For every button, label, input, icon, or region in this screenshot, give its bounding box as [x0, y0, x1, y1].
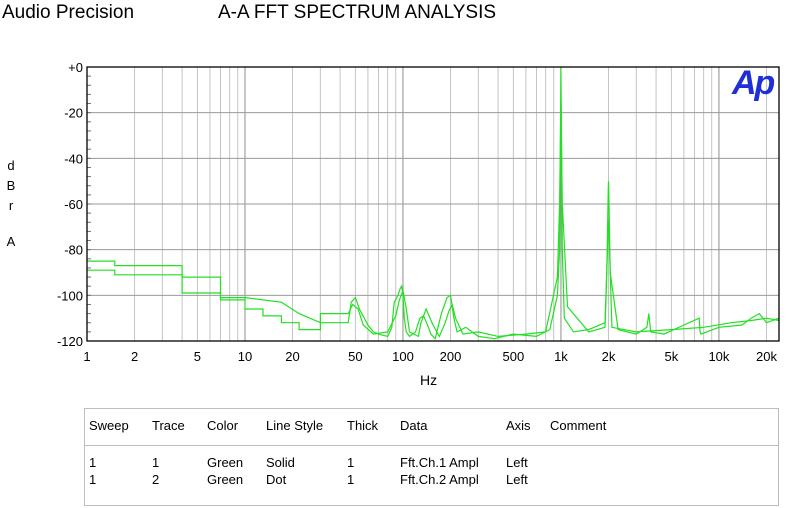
legend-cell-thick: 1 [347, 472, 355, 487]
legend-cell-sweep: 1 [89, 455, 97, 470]
x-tick-label: 1k [554, 349, 568, 364]
legend-cell-line-style: Dot [266, 472, 287, 487]
ylabel-char-1: d [7, 158, 15, 173]
x-tick-label: 10k [708, 349, 729, 364]
y-tick-label: -80 [64, 243, 83, 258]
x-tick-label: 2 [131, 349, 138, 364]
series-line [87, 98, 780, 338]
legend-cell-thick: 1 [347, 455, 355, 470]
legend-row: 1 1 Green Solid 1 Fft.Ch.1 Ampl Left [85, 455, 778, 472]
legend-cell-axis: Left [506, 455, 528, 470]
x-tick-label: 20 [285, 349, 299, 364]
legend-cell-axis: Left [506, 472, 528, 487]
x-tick-label: 1 [83, 349, 90, 364]
ylabel-char-3: r [8, 198, 14, 213]
ap-logo: Ap [732, 64, 775, 102]
legend-cell-color: Green [207, 472, 244, 487]
trace-legend-table: Sweep Trace Color Line Style Thick Data … [84, 408, 779, 506]
legend-col-data: Data [400, 418, 428, 433]
x-axis-label: Hz [420, 372, 438, 388]
y-tick-label: -60 [64, 197, 83, 212]
ylabel-char-5: A [6, 234, 16, 249]
x-tick-label: 10 [238, 349, 252, 364]
legend-cell-trace: 1 [152, 455, 160, 470]
legend-col-comment: Comment [550, 418, 607, 433]
x-tick-label: 2k [602, 349, 616, 364]
plot-border [86, 66, 780, 342]
x-tick-label: 5 [194, 349, 201, 364]
legend-cell-color: Green [207, 455, 244, 470]
legend-cell-trace: 2 [152, 472, 160, 487]
x-tick-label: 200 [440, 349, 462, 364]
legend-col-sweep: Sweep [89, 418, 129, 433]
y-tick-label: -40 [64, 151, 83, 166]
x-tick-label: 50 [348, 349, 362, 364]
brand-label: Audio Precision [2, 2, 135, 23]
x-tick-label: 100 [392, 349, 414, 364]
y-tick-label: -20 [64, 106, 83, 121]
ylabel-char-2: B [6, 178, 16, 193]
legend-col-color: Color [207, 418, 239, 433]
legend-cell-line-style: Solid [266, 455, 295, 470]
legend-row: 1 2 Green Dot 1 Fft.Ch.2 Ampl Left [85, 472, 778, 489]
legend-header-row: Sweep Trace Color Line Style Thick Data … [85, 409, 778, 446]
legend-col-axis: Axis [506, 418, 531, 433]
legend-cell-sweep: 1 [89, 472, 97, 487]
chart-title: A-A FFT SPECTRUM ANALYSIS [218, 2, 497, 23]
legend-col-thick: Thick [347, 418, 379, 433]
y-tick-label: -120 [57, 334, 83, 349]
y-tick-label: +0 [68, 60, 83, 75]
x-tick-label: 5k [665, 349, 679, 364]
legend-cell-data: Fft.Ch.1 Ampl [400, 455, 479, 470]
x-tick-label: 20k [756, 349, 777, 364]
legend-col-trace: Trace [152, 418, 185, 433]
y-tick-label: -100 [57, 288, 83, 303]
legend-col-line-style: Line Style [266, 418, 324, 433]
legend-cell-data: Fft.Ch.2 Ampl [400, 472, 479, 487]
x-tick-label: 500 [503, 349, 525, 364]
